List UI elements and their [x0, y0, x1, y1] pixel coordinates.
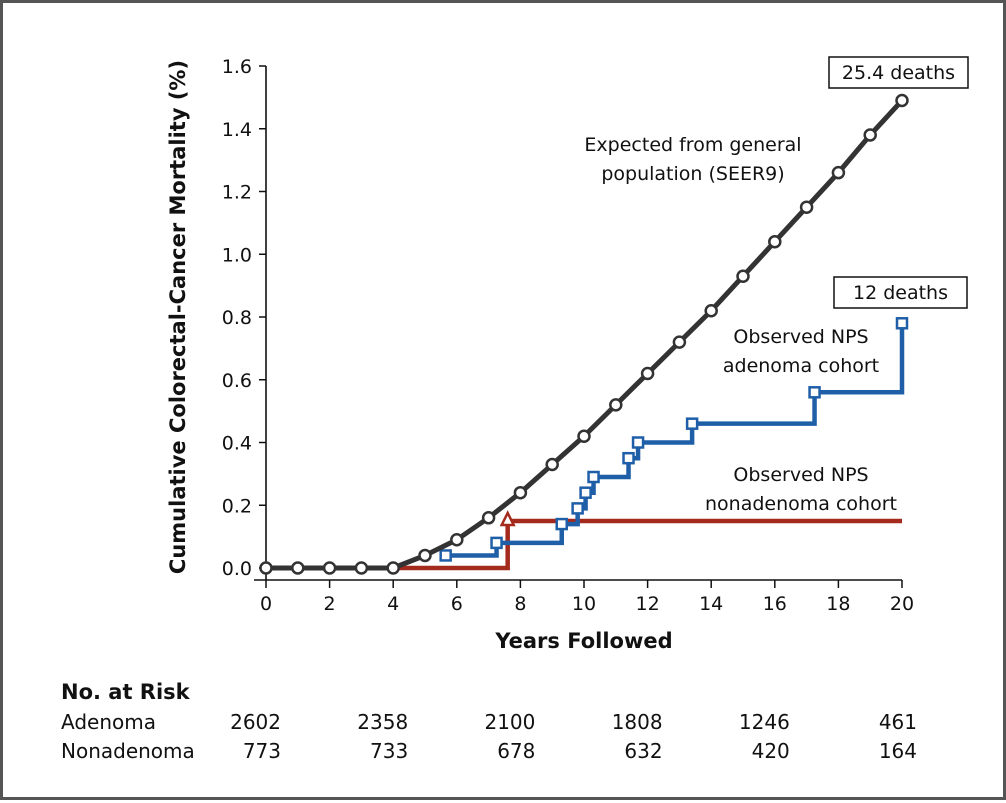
data-point [481, 511, 496, 525]
labels-layer: Expected from general population (SEER9) O… [584, 56, 969, 515]
series-layer [259, 93, 909, 575]
end-label-box [828, 56, 969, 89]
risk-value: 733 [370, 739, 408, 763]
axes: 0.0 0.2 0.4 0.6 0.8 1.0 1.2 1.4 1.6 0 2 4 6 8 10 12 14 16… [166, 56, 914, 653]
y-tick-label: 1.4 [222, 119, 252, 141]
data-point [768, 234, 782, 249]
y-axis-title: Cumulative Colorectal-Cancer Mortality (… [166, 60, 190, 574]
x-tick-label: 4 [387, 593, 399, 615]
x-tick-label: 18 [826, 593, 850, 615]
data-point [439, 549, 452, 562]
data-point [704, 303, 718, 318]
risk-value: 164 [879, 739, 917, 763]
risk-value: 2358 [357, 710, 408, 734]
y-tick-label: 1.6 [222, 56, 252, 78]
risk-table: No. at Risk Adenoma 2602 2358 2100 1808 1246 46… [61, 680, 917, 763]
series-label: Observed NPS [733, 464, 868, 486]
x-tick-label: 8 [514, 593, 526, 615]
data-point [322, 561, 337, 575]
risk-value: 632 [624, 739, 662, 763]
end-label: 12 deaths [853, 282, 948, 304]
x-tick-label: 6 [451, 593, 463, 615]
risk-value: 1246 [739, 710, 790, 734]
data-point [545, 457, 559, 472]
x-tick-label: 0 [260, 593, 272, 615]
risk-value: 678 [497, 739, 535, 763]
x-tick-label: 16 [763, 593, 787, 615]
series-label: adenoma cohort [723, 355, 879, 377]
data-point [587, 470, 600, 484]
end-label-box [833, 276, 968, 309]
data-point [259, 561, 273, 575]
data-point [685, 417, 699, 430]
y-tick-label: 0.0 [222, 558, 252, 580]
y-tick-label: 1.2 [222, 182, 252, 204]
risk-value: 420 [752, 739, 790, 763]
series-label: Expected from general [584, 134, 801, 156]
series-label: population (SEER9) [601, 163, 784, 185]
x-tick-label: 2 [324, 593, 336, 615]
x-tick-label: 12 [636, 593, 660, 615]
data-point [831, 165, 846, 180]
y-tick-label: 0.4 [222, 433, 252, 455]
data-point [799, 200, 814, 214]
risk-row-label: Nonadenoma [61, 739, 195, 763]
data-point [513, 485, 528, 500]
risk-value: 1808 [612, 710, 663, 734]
risk-row-label: Adenoma [61, 710, 156, 734]
y-tick-label: 1.0 [222, 244, 252, 266]
data-point [609, 398, 623, 412]
data-point [499, 510, 516, 527]
data-point [555, 517, 568, 531]
data-point [622, 451, 635, 465]
data-point [579, 486, 592, 499]
series-line-2 [266, 518, 902, 571]
series-label: Observed NPS [733, 326, 868, 348]
x-axis-title: Years Followed [494, 629, 672, 653]
data-point [291, 561, 305, 575]
data-point [640, 366, 655, 381]
risk-value: 2100 [484, 710, 535, 734]
data-point [450, 533, 464, 547]
data-point [808, 386, 821, 399]
y-tick-label: 0.2 [222, 495, 252, 517]
data-point [863, 128, 877, 142]
data-point [354, 561, 369, 575]
data-point [736, 269, 750, 283]
x-tick-label: 10 [572, 593, 596, 615]
risk-value: 2602 [230, 710, 281, 734]
data-point [672, 335, 687, 349]
data-point [571, 502, 584, 515]
data-point [631, 436, 645, 449]
data-point [386, 561, 400, 575]
data-point [490, 536, 503, 550]
data-point [895, 93, 909, 108]
chart: 0.0 0.2 0.4 0.6 0.8 1.0 1.2 1.4 1.6 0 2 4 6 8 10 12 14 16… [61, 56, 969, 763]
data-point [577, 429, 591, 443]
y-tick-label: 0.6 [222, 370, 252, 392]
data-point [895, 317, 909, 330]
end-label: 25.4 deaths [842, 62, 955, 84]
y-tick-label: 0.8 [222, 307, 252, 329]
risk-table-title: No. at Risk [61, 680, 191, 704]
risk-value: 773 [243, 739, 281, 763]
x-tick-label: 20 [890, 593, 914, 615]
data-point [418, 548, 432, 563]
risk-value: 461 [879, 710, 917, 734]
series-label: nonadenoma cohort [705, 493, 897, 515]
x-tick-label: 14 [699, 593, 723, 615]
